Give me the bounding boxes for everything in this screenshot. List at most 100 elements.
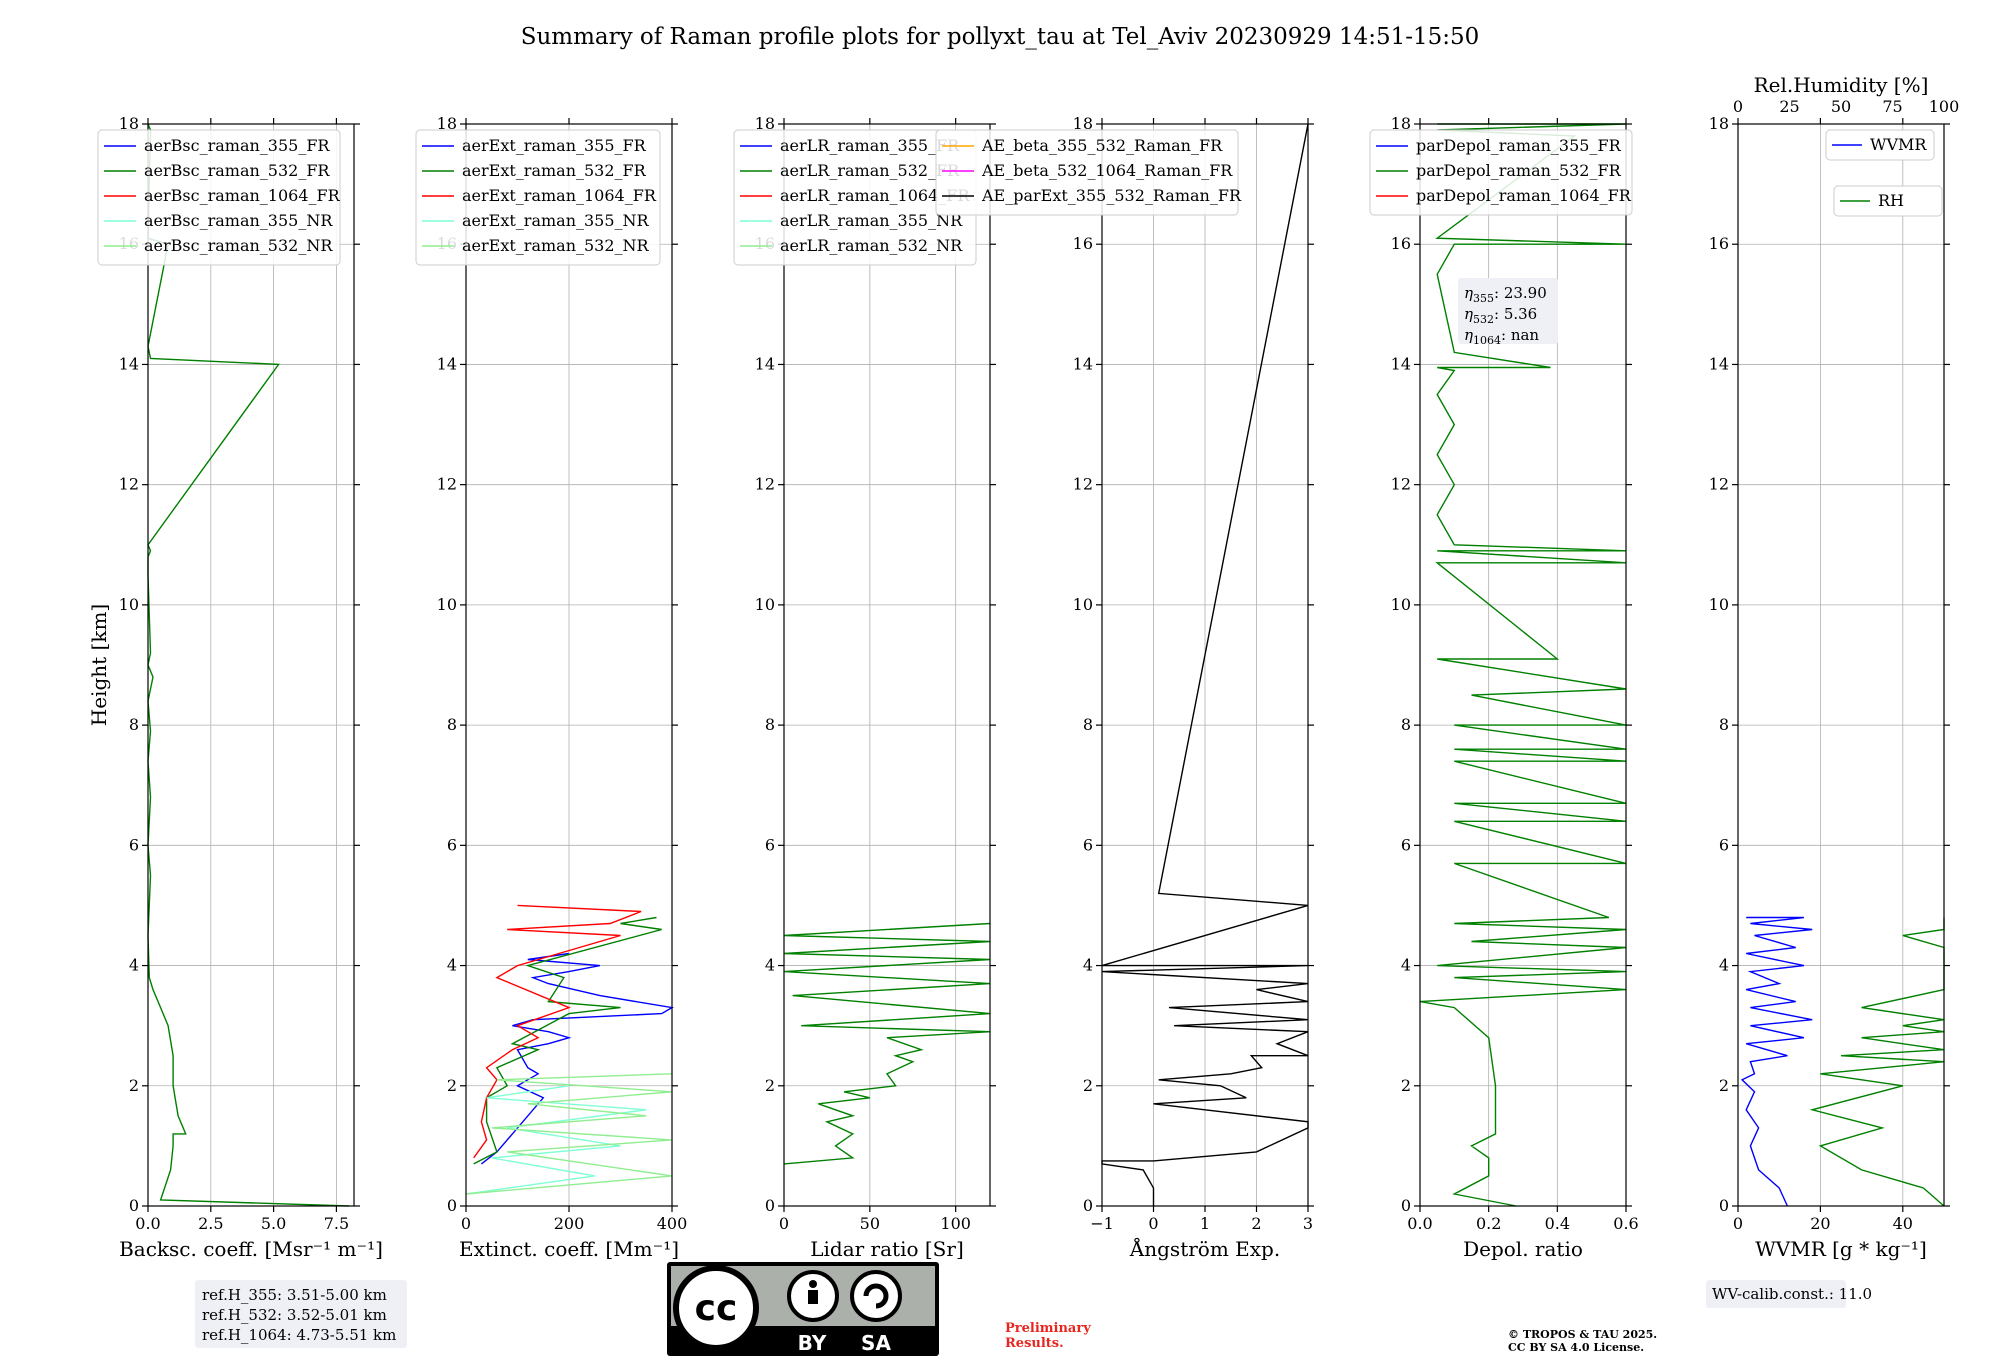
x2-tick-label: 25 <box>1779 97 1799 116</box>
y-tick-label: 8 <box>765 715 775 734</box>
legend-label: parDepol_raman_355_FR <box>1416 136 1622 155</box>
y-tick-label: 16 <box>1073 234 1093 253</box>
legend: RH <box>1833 185 1943 217</box>
y-tick-label: 0 <box>129 1196 139 1215</box>
legend-label: aerExt_raman_532_FR <box>462 161 647 180</box>
legend-label: aerExt_raman_355_NR <box>462 211 650 230</box>
preliminary-note-1: Preliminary <box>1005 1321 1091 1336</box>
y-tick-label: 10 <box>1709 595 1729 614</box>
y-tick-label: 14 <box>755 354 775 373</box>
series-line-AE_parExt_355_532_Raman_FR <box>1101 123 1309 1206</box>
cc-sa-label: SA <box>861 1331 891 1355</box>
y-tick-label: 10 <box>437 595 457 614</box>
panel-2: 0246810121416180200400Extinct. coeff. [M… <box>415 114 687 1261</box>
y-tick-label: 18 <box>119 114 139 133</box>
y-axis-label: Height [km] <box>87 604 111 726</box>
y-tick-label: 0 <box>1719 1196 1729 1215</box>
y-tick-label: 8 <box>129 715 139 734</box>
axes-frame <box>1419 123 1627 1207</box>
series-line-aerExt_raman_1064_FR <box>473 904 642 1159</box>
x-axis-label: WVMR [g * kg⁻¹] <box>1755 1237 1927 1261</box>
legend: aerBsc_raman_355_FR aerBsc_raman_532_FRae… <box>97 129 341 266</box>
x-tick-label: 0.6 <box>1613 1214 1638 1233</box>
y-tick-label: 12 <box>1391 475 1411 494</box>
y-tick-label: 2 <box>1083 1076 1093 1095</box>
y-tick-label: 8 <box>1401 715 1411 734</box>
series-line-aerLR_raman_532_FR <box>783 922 991 1165</box>
y-tick-label: 12 <box>437 475 457 494</box>
y-tick-label: 2 <box>765 1076 775 1095</box>
x-axis-label: Lidar ratio [Sr] <box>810 1237 964 1261</box>
x-tick-label: 0 <box>461 1214 471 1233</box>
x-tick-label: 1 <box>1200 1214 1210 1233</box>
y-tick-label: 6 <box>129 835 139 854</box>
x-tick-label: 2.5 <box>198 1214 223 1233</box>
legend-label: aerLR_raman_355_FR <box>780 136 960 155</box>
legend-label: AE_parExt_355_532_Raman_FR <box>981 186 1242 205</box>
x-axis-label: Backsc. coeff. [Msr⁻¹ m⁻¹] <box>119 1237 383 1261</box>
legend-label: aerBsc_raman_532_FR <box>144 161 330 180</box>
legend-label: aerLR_raman_532_FR <box>780 161 960 180</box>
axes-frame <box>147 123 355 1207</box>
y-tick-label: 2 <box>447 1076 457 1095</box>
series-line-RH <box>1809 917 1945 1207</box>
legend-label: AE_beta_355_532_Raman_FR <box>981 136 1223 155</box>
legend-label: aerBsc_raman_1064_FR <box>144 186 341 205</box>
y-tick-label: 0 <box>447 1196 457 1215</box>
y-tick-label: 16 <box>1709 234 1729 253</box>
y-tick-label: 14 <box>1709 354 1729 373</box>
y-tick-label: 6 <box>1401 835 1411 854</box>
x2-tick-label: 0 <box>1733 97 1743 116</box>
preliminary-note-2: Results. <box>1005 1336 1064 1351</box>
legend-label: aerExt_raman_1064_FR <box>462 186 657 205</box>
y-tick-label: 18 <box>1391 114 1411 133</box>
series-line-aerExt_raman_532_NR <box>465 1073 673 1195</box>
x-tick-label: 0 <box>1148 1214 1158 1233</box>
legend-label: aerBsc_raman_355_NR <box>144 211 333 230</box>
x-tick-label: 0.4 <box>1545 1214 1570 1233</box>
legend: aerLR_raman_355_FR aerLR_raman_532_FR aerL… <box>733 129 977 266</box>
y-tick-label: 8 <box>1719 715 1729 734</box>
y-tick-label: 6 <box>1719 835 1729 854</box>
x-tick-label: 0 <box>779 1214 789 1233</box>
x-tick-label: 20 <box>1810 1214 1830 1233</box>
y-tick-label: 8 <box>447 715 457 734</box>
y-tick-label: 10 <box>119 595 139 614</box>
y-tick-label: 12 <box>119 475 139 494</box>
copyright-line-1: © TROPOS & TAU 2025. <box>1508 1328 1657 1341</box>
y-tick-label: 4 <box>129 956 139 975</box>
ref-heights-box: ref.H_355: 3.51-5.00 km ref.H_532: 3.52-… <box>195 1280 407 1348</box>
y-tick-label: 18 <box>1073 114 1093 133</box>
x-tick-label: 2 <box>1251 1214 1261 1233</box>
y-tick-label: 4 <box>447 956 457 975</box>
y-tick-label: 10 <box>755 595 775 614</box>
cc-by-label: BY <box>798 1331 827 1355</box>
cc-license-logo: cc BY SA <box>667 1262 939 1356</box>
eta-355: η355: 23.90 <box>1464 284 1547 305</box>
y-tick-label: 2 <box>1719 1076 1729 1095</box>
x2-tick-label: 50 <box>1831 97 1851 116</box>
panel-5: 0 2 4 6 8 10 12 14 16 18 0.0 0.2 0.4 0.6 Depol. ratio p… <box>1369 114 1639 1261</box>
y-tick-label: 14 <box>1073 354 1093 373</box>
x-axis-label: Depol. ratio <box>1463 1237 1583 1261</box>
series-line-aerExt_raman_355_NR <box>465 1085 647 1195</box>
legend-label: aerExt_raman_532_NR <box>462 236 650 255</box>
legend: AE_beta_355_532_Raman_FR AE_beta_532_1064… <box>935 129 1242 216</box>
panel-3: 024681012141618050100Lidar ratio [Sr]aer… <box>733 114 996 1261</box>
x-tick-label: 200 <box>554 1214 585 1233</box>
y-tick-label: 18 <box>1709 114 1729 133</box>
y-tick-label: 14 <box>437 354 457 373</box>
x-tick-label: 3 <box>1303 1214 1313 1233</box>
ref-h-532: ref.H_532: 3.52-5.01 km <box>202 1306 387 1324</box>
x2-axis-label: Rel.Humidity [%] <box>1754 73 1929 97</box>
legend: WVMR <box>1825 129 1935 161</box>
ref-h-1064: ref.H_1064: 4.73-5.51 km <box>202 1326 396 1344</box>
eta-532: η532: 5.36 <box>1464 305 1537 326</box>
legend-label: aerLR_raman_1064_FR <box>780 186 970 205</box>
x2-tick-label: 75 <box>1882 97 1902 116</box>
y-tick-label: 2 <box>129 1076 139 1095</box>
y-tick-label: 4 <box>1083 956 1093 975</box>
y-tick-label: 12 <box>1709 475 1729 494</box>
